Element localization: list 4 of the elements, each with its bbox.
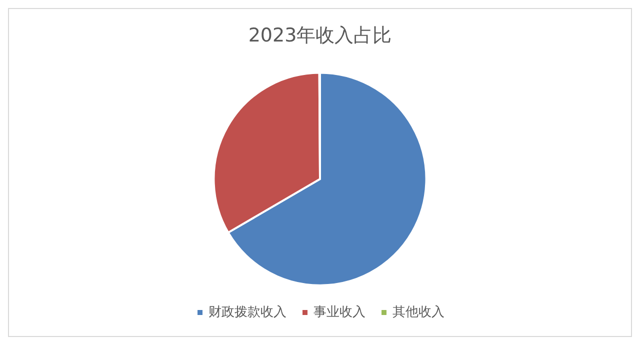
legend-label: 事业收入	[314, 305, 366, 320]
chart-title: 2023年收入占比	[248, 24, 392, 46]
legend-label: 财政拨款收入	[208, 305, 286, 320]
legend-label: 其他收入	[392, 305, 444, 320]
